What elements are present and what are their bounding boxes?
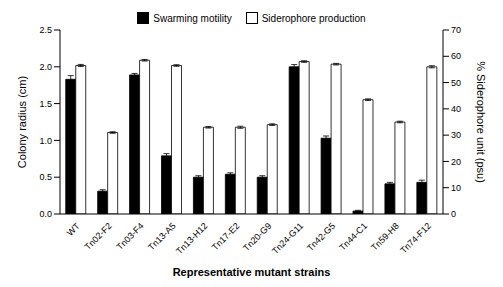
svg-text:60: 60 [451,51,461,61]
svg-text:10: 10 [451,183,461,193]
svg-text:50: 50 [451,78,461,88]
svg-text:20: 20 [451,157,461,167]
html-text:Swarming motility: Swarming motility [153,12,232,24]
svg-text:0.0: 0.0 [39,209,52,219]
svg-text:1.0: 1.0 [39,136,52,146]
svg-text:40: 40 [451,104,461,114]
svg-text:2.0: 2.0 [39,62,52,72]
svg-text:Tn03-F4: Tn03-F4 [115,221,146,252]
svg-text:Tn17-E2: Tn17-E2 [210,221,241,252]
svg-text:% Siderophore unit (psu): % Siderophore unit (psu) [475,61,487,183]
svg-text:Tn59-H8: Tn59-H8 [369,221,401,253]
svg-text:Tn74-F12: Tn74-F12 [398,221,433,256]
svg-text:70: 70 [451,25,461,35]
svg-text:Tn13-A5: Tn13-A5 [146,221,177,252]
svg-text:30: 30 [451,130,461,140]
svg-text:Tn42-G5: Tn42-G5 [305,221,337,253]
svg-text:Tn44-C1: Tn44-C1 [337,221,369,253]
svg-text:Tn24-G11: Tn24-G11 [270,221,305,256]
svg-text:1.5: 1.5 [39,99,52,109]
svg-text:Tn13-H12: Tn13-H12 [174,221,209,256]
svg-text:0.5: 0.5 [39,172,52,182]
svg-text:Tn20-G9: Tn20-G9 [241,221,273,253]
svg-text:Representative mutant strains: Representative mutant strains [173,266,331,278]
svg-text:Tn02-F2: Tn02-F2 [83,221,114,252]
svg-text:0: 0 [451,209,456,219]
svg-text:WT: WT [65,221,82,238]
html-text:Siderophore production: Siderophore production [261,12,366,24]
svg-text:2.5: 2.5 [39,25,52,35]
svg-text:Colony radius (cm): Colony radius (cm) [16,76,28,168]
